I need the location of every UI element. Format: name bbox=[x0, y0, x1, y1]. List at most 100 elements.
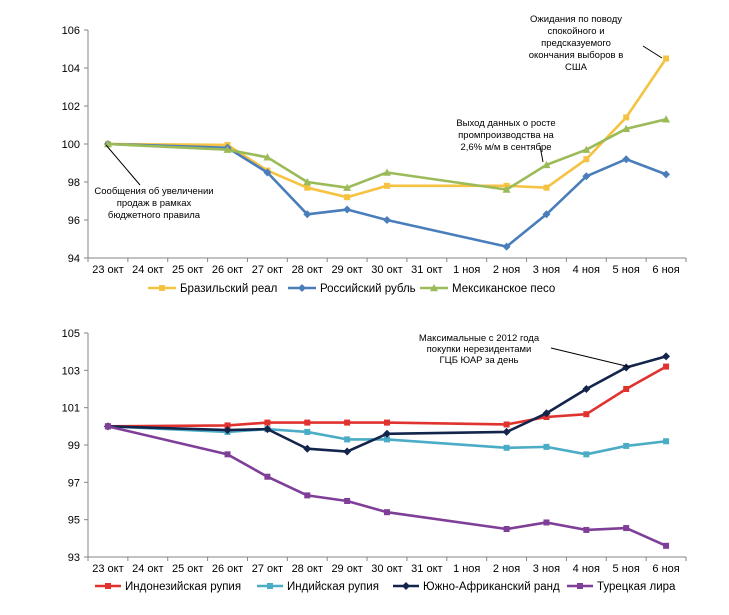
data-point bbox=[303, 444, 312, 453]
data-point bbox=[503, 444, 510, 451]
x-tick-label: 6 ноя bbox=[652, 563, 679, 575]
x-tick-label: 26 окт bbox=[212, 563, 243, 575]
data-point bbox=[384, 436, 390, 443]
x-tick-label: 6 ноя bbox=[652, 264, 679, 276]
data-point bbox=[344, 436, 351, 443]
x-tick-label: 28 окт bbox=[292, 264, 323, 276]
y-tick-label: 99 bbox=[68, 440, 80, 452]
data-point bbox=[263, 168, 272, 177]
data-point bbox=[502, 427, 511, 436]
y-tick-label: 95 bbox=[68, 515, 80, 527]
y-tick-label: 105 bbox=[62, 328, 80, 340]
x-tick-label: 25 окт bbox=[172, 563, 203, 575]
data-point bbox=[622, 155, 631, 164]
data-point bbox=[343, 205, 352, 214]
x-tick-label: 3 ноя bbox=[533, 563, 560, 575]
series-line bbox=[107, 365, 667, 428]
annotation-text: продаж в рамках bbox=[117, 198, 192, 209]
annotation-text: Ожидания по поводу bbox=[530, 14, 622, 25]
y-tick-label: 106 bbox=[62, 25, 80, 37]
x-tick-label: 30 окт bbox=[371, 264, 402, 276]
annotation-text: 2,6% м/м в сентябре bbox=[460, 142, 551, 153]
data-point bbox=[223, 145, 232, 153]
legend-entry: Российский рубль bbox=[288, 283, 416, 295]
annotation-text: покупки нерезидентами bbox=[427, 344, 532, 355]
data-point bbox=[623, 386, 630, 392]
annotation-text: Максимальные с 2012 года bbox=[419, 333, 540, 344]
data-point bbox=[543, 443, 550, 450]
data-point bbox=[263, 425, 272, 434]
data-point bbox=[583, 411, 590, 418]
data-point bbox=[105, 583, 111, 589]
x-tick-label: 2 ноя bbox=[493, 264, 520, 276]
series-1 bbox=[104, 363, 670, 430]
annotation-leader-line bbox=[550, 347, 631, 368]
legend-entry: Турецкая лира bbox=[567, 581, 676, 593]
legend-label: Индийская рупия bbox=[287, 581, 379, 593]
annotation-text: США bbox=[565, 62, 588, 73]
data-point bbox=[303, 178, 312, 186]
data-point bbox=[583, 526, 590, 533]
x-tick-label: 29 окт bbox=[331, 264, 362, 276]
data-point bbox=[224, 451, 231, 458]
x-tick-label: 26 окт bbox=[212, 264, 243, 276]
x-tick-label: 23 окт bbox=[92, 264, 123, 276]
y-tick-label: 96 bbox=[68, 215, 80, 227]
data-point bbox=[264, 473, 271, 480]
data-point bbox=[577, 583, 583, 589]
data-point bbox=[304, 492, 311, 499]
y-tick-label: 102 bbox=[62, 101, 80, 113]
x-tick-label: 5 ноя bbox=[613, 264, 640, 276]
x-tick-label: 1 ноя bbox=[453, 264, 480, 276]
data-point bbox=[502, 242, 511, 251]
data-point bbox=[304, 428, 311, 435]
x-tick-label: 1 ноя bbox=[453, 563, 480, 575]
data-point bbox=[503, 526, 510, 532]
annotation-text: Сообщения об увеличении bbox=[94, 186, 213, 197]
data-point bbox=[623, 442, 630, 449]
data-point bbox=[663, 55, 670, 62]
x-tick-label: 4 ноя bbox=[573, 563, 600, 575]
data-point bbox=[583, 156, 590, 163]
data-point bbox=[159, 285, 165, 291]
legend-label: Индонезийская рупия bbox=[125, 581, 241, 593]
legend-label: Мексиканское песо bbox=[452, 283, 555, 295]
data-point bbox=[582, 172, 591, 181]
data-point bbox=[542, 409, 551, 418]
x-tick-label: 30 окт bbox=[371, 563, 402, 575]
x-tick-label: 24 окт bbox=[132, 264, 163, 276]
chart-1: 94 96 98 100 102 104 106 23 окт 24 окт 25 окт 26 о… bbox=[62, 14, 687, 295]
data-point bbox=[224, 422, 231, 429]
data-point bbox=[402, 582, 410, 590]
data-point bbox=[344, 498, 351, 504]
data-point bbox=[583, 451, 590, 458]
y-tick-label: 98 bbox=[68, 177, 80, 189]
data-point bbox=[298, 284, 306, 292]
data-point bbox=[623, 525, 630, 532]
legend-entry: Индийская рупия bbox=[257, 581, 379, 593]
legend-label: Бразильский реал bbox=[180, 283, 277, 295]
data-point bbox=[344, 194, 351, 201]
data-point bbox=[383, 429, 391, 438]
data-point bbox=[662, 170, 671, 179]
x-tick-label: 3 ноя bbox=[533, 264, 560, 276]
data-point bbox=[383, 216, 391, 224]
series-line bbox=[107, 57, 668, 199]
y-tick-label: 93 bbox=[68, 552, 80, 564]
data-point bbox=[543, 519, 550, 526]
annotation-text: спокойного и bbox=[547, 26, 604, 37]
data-point bbox=[430, 284, 438, 292]
legend-entry: Индонезийская рупия bbox=[95, 581, 241, 593]
data-point bbox=[264, 419, 271, 426]
x-tick-label: 23 окт bbox=[92, 563, 123, 575]
legend-label: Южно-Африканский ранд bbox=[423, 581, 560, 593]
data-point bbox=[383, 168, 391, 176]
data-point bbox=[542, 160, 551, 169]
data-point bbox=[662, 115, 671, 123]
data-point bbox=[104, 423, 111, 430]
annotation-text: бюджетного правила bbox=[108, 210, 201, 221]
